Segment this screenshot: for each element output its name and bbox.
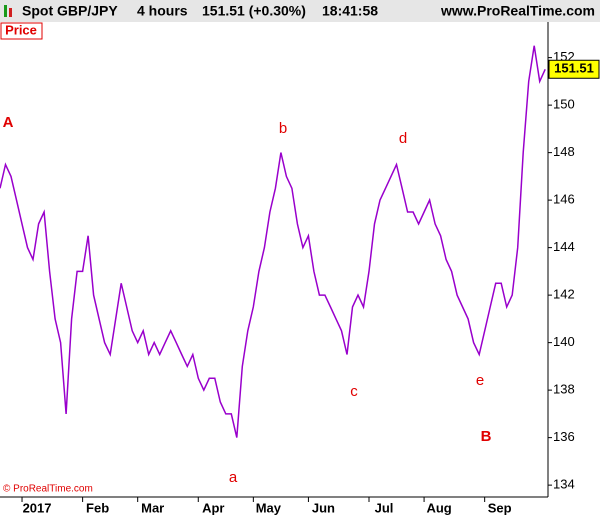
y-tick-label: 140 xyxy=(553,334,575,349)
y-tick-label: 138 xyxy=(553,382,575,397)
interval: 4 hours xyxy=(137,3,188,19)
wave-label: B xyxy=(481,428,492,445)
wave-label: e xyxy=(476,372,484,389)
wave-label: d xyxy=(399,130,407,147)
x-tick-label: Feb xyxy=(86,500,109,515)
x-tick-label: Jul xyxy=(375,500,394,515)
y-tick-label: 134 xyxy=(553,477,575,492)
x-tick-label: Mar xyxy=(141,500,164,515)
y-tick-label: 142 xyxy=(553,287,575,302)
site: www.ProRealTime.com xyxy=(440,3,595,19)
wave-label: c xyxy=(350,383,358,400)
symbol: Spot GBP/JPY xyxy=(22,3,118,19)
x-tick-label: Aug xyxy=(426,500,451,515)
x-tick-label: Apr xyxy=(202,500,224,515)
y-tick-label: 146 xyxy=(553,192,575,207)
header-bar xyxy=(0,0,600,22)
last-price-label: 151.51 xyxy=(554,61,594,76)
wave-label: A xyxy=(3,114,14,131)
wave-label: b xyxy=(279,120,287,137)
icon xyxy=(4,5,7,17)
x-tick-label: Sep xyxy=(488,500,512,515)
time: 18:41:58 xyxy=(322,3,378,19)
x-tick-label: Jun xyxy=(312,500,335,515)
last-price-box xyxy=(548,59,600,79)
x-tick-label: 2017 xyxy=(23,500,52,515)
wave-label: a xyxy=(229,469,238,486)
y-tick-label: 148 xyxy=(553,144,575,159)
price-label: Price xyxy=(5,22,37,37)
price-line xyxy=(0,45,546,438)
y-tick-label: 136 xyxy=(553,429,575,444)
copyright: © ProRealTime.com xyxy=(3,484,93,495)
x-tick-label: May xyxy=(256,500,282,515)
icon xyxy=(9,8,12,17)
quote: 151.51 (+0.30%) xyxy=(202,3,306,19)
price-box xyxy=(0,22,43,40)
y-tick-label: 150 xyxy=(553,97,575,112)
y-tick-label: 144 xyxy=(553,239,575,254)
